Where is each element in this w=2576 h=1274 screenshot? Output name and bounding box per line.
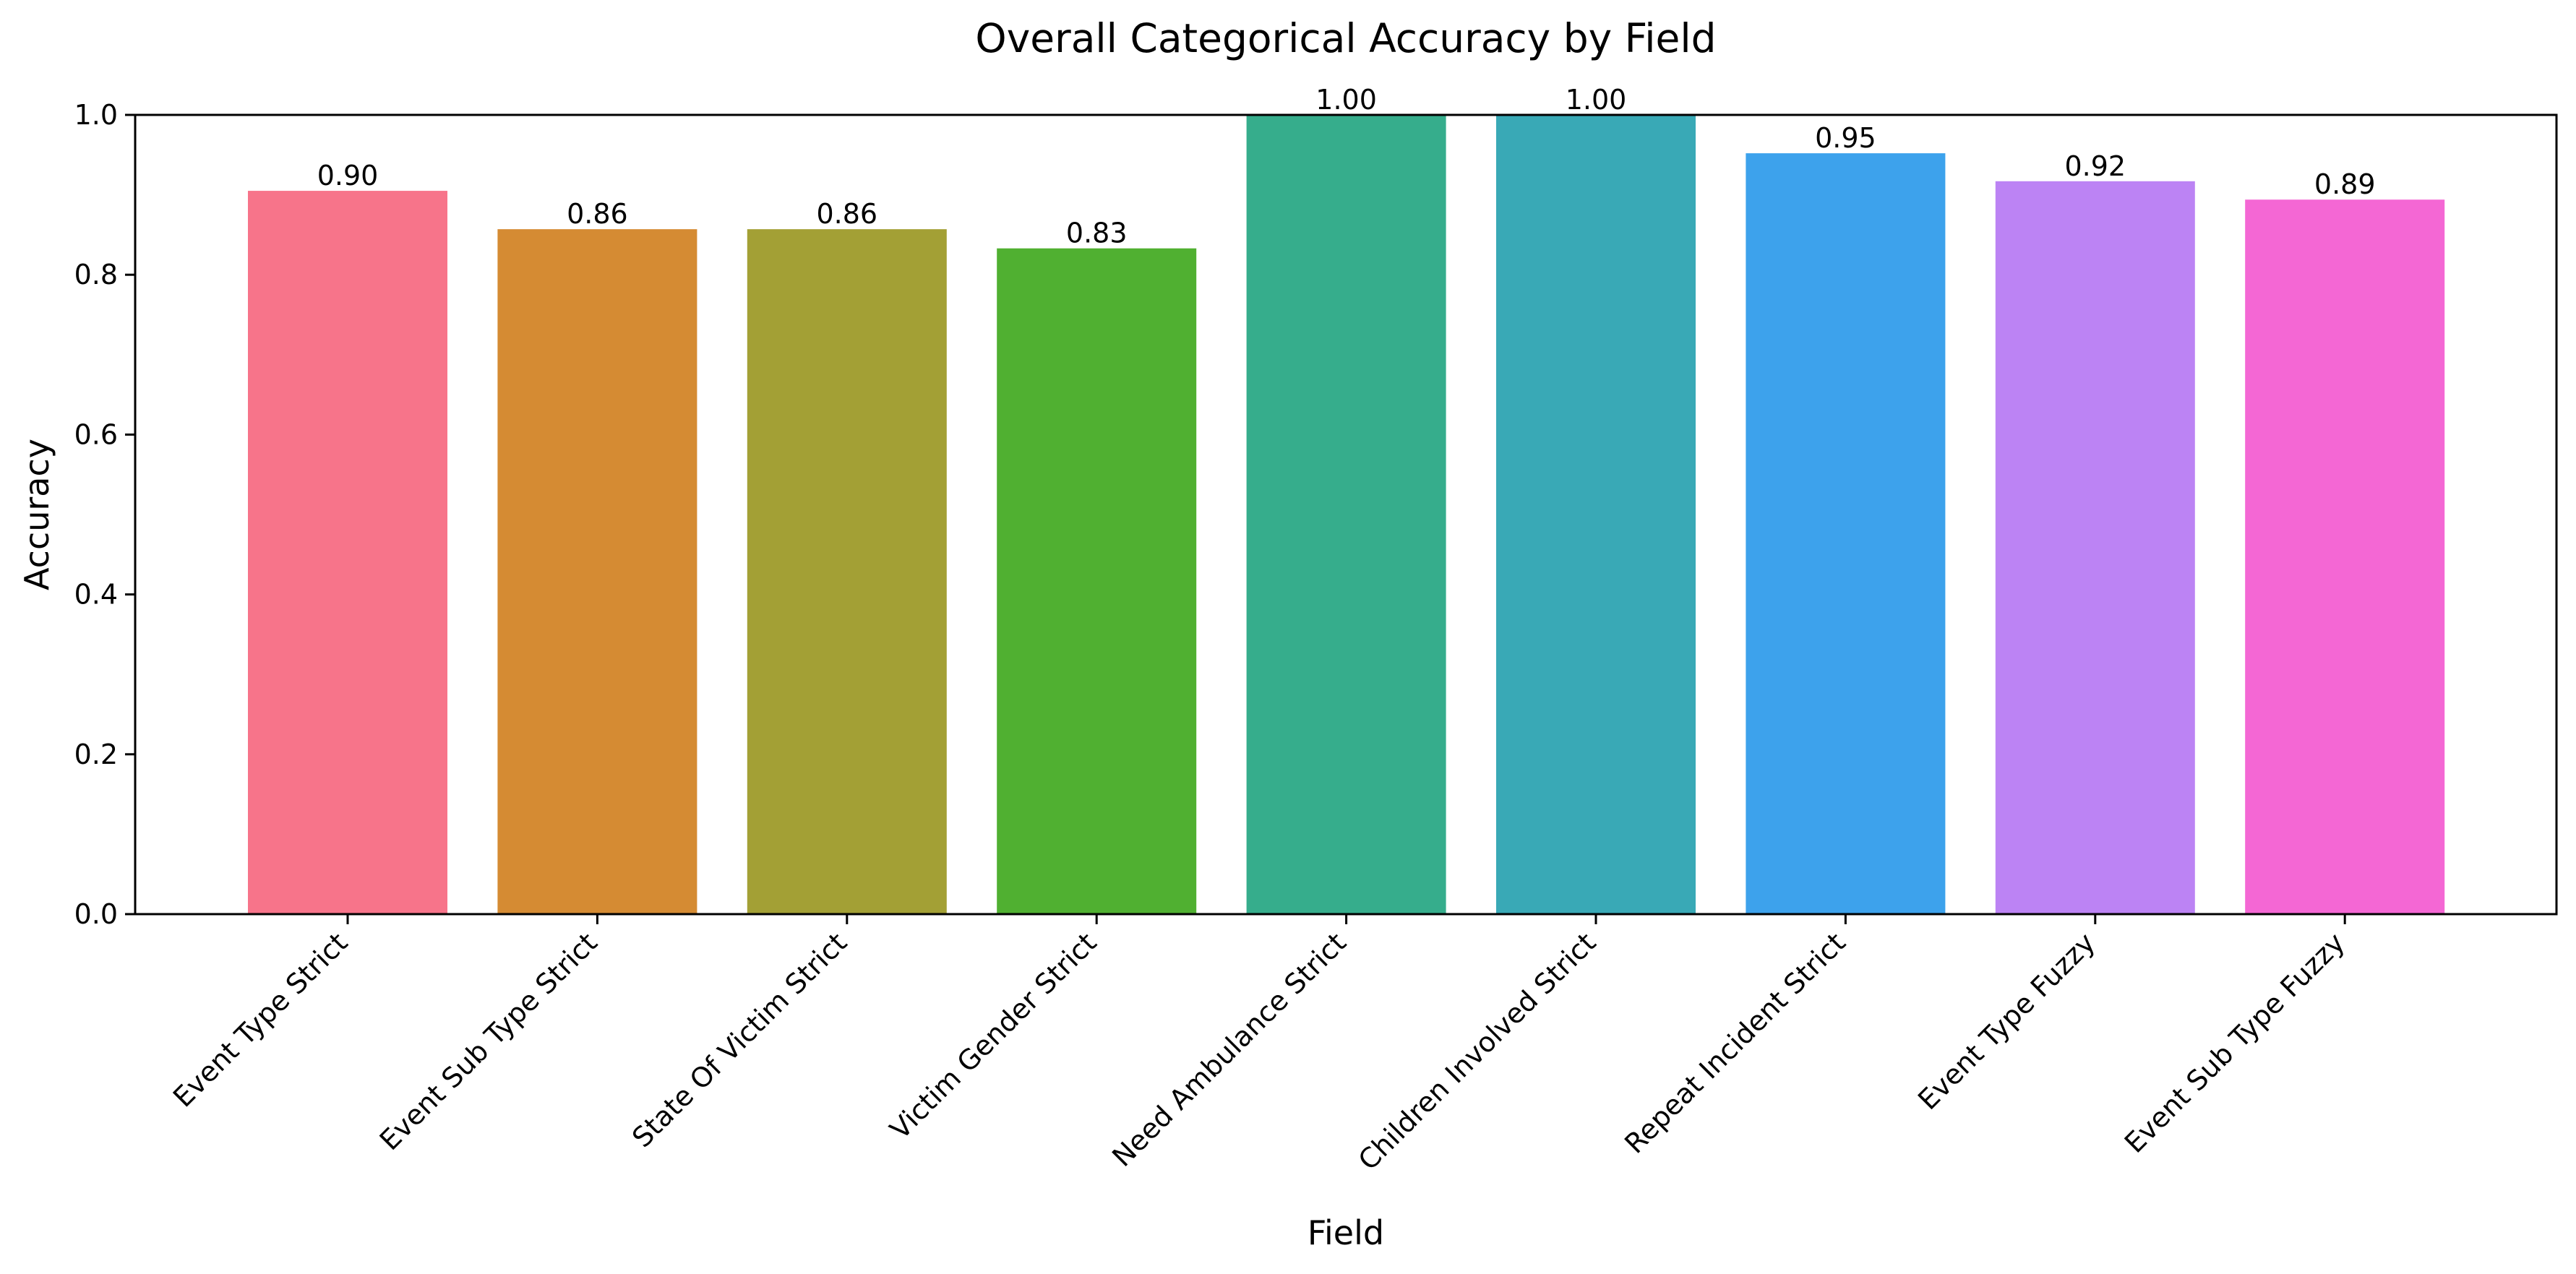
x-tick-label: Repeat Incident Strict — [1618, 926, 1852, 1160]
bar — [1746, 153, 1946, 914]
y-tick-label: 1.0 — [74, 99, 118, 131]
bar — [248, 191, 447, 914]
bar-value-label: 1.00 — [1566, 84, 1627, 116]
x-tick-label: Victim Gender Strict — [884, 926, 1103, 1145]
x-tick-label: Event Type Strict — [167, 926, 353, 1113]
plot-area: 0.90 0.86 0.86 0.83 1.00 1.00 0.95 0.92 0.89 0.0 0… — [74, 84, 2558, 1176]
x-tick-label: Need Ambulance Strict — [1106, 926, 1352, 1173]
bar-value-label: 0.95 — [1815, 122, 1876, 154]
bar — [497, 229, 697, 915]
y-tick-label: 0.4 — [74, 579, 118, 611]
y-tick-label: 0.0 — [74, 898, 118, 930]
x-tick-label: Event Sub Type Strict — [374, 926, 604, 1156]
x-tick-label: Event Sub Type Fuzzy — [2118, 926, 2351, 1159]
bar-value-label: 0.83 — [1066, 218, 1128, 249]
y-axis-label: Accuracy — [17, 439, 56, 590]
bar-value-label: 0.86 — [567, 198, 628, 230]
x-axis-label: Field — [1308, 1213, 1384, 1252]
bar-value-label: 0.86 — [816, 198, 877, 230]
y-tick-label: 0.8 — [74, 259, 118, 290]
bar — [1995, 181, 2195, 915]
bar-value-label: 1.00 — [1315, 84, 1377, 116]
x-tick-label: Event Type Fuzzy — [1912, 926, 2101, 1116]
bar — [1246, 115, 1446, 914]
bar-value-label: 0.92 — [2064, 150, 2126, 182]
bar — [997, 248, 1197, 914]
y-tick-label: 0.6 — [74, 418, 118, 450]
y-tick-label: 0.2 — [74, 739, 118, 770]
bar-value-label: 0.90 — [317, 160, 379, 191]
bar-value-label: 0.89 — [2314, 168, 2376, 200]
bar — [2245, 199, 2445, 915]
bar — [747, 229, 947, 915]
x-tick-label: Children Involved Strict — [1352, 926, 1602, 1176]
chart-title: Overall Categorical Accuracy by Field — [975, 15, 1716, 61]
bar — [1496, 115, 1696, 914]
x-tick-label: State Of Victim Strict — [626, 926, 853, 1153]
